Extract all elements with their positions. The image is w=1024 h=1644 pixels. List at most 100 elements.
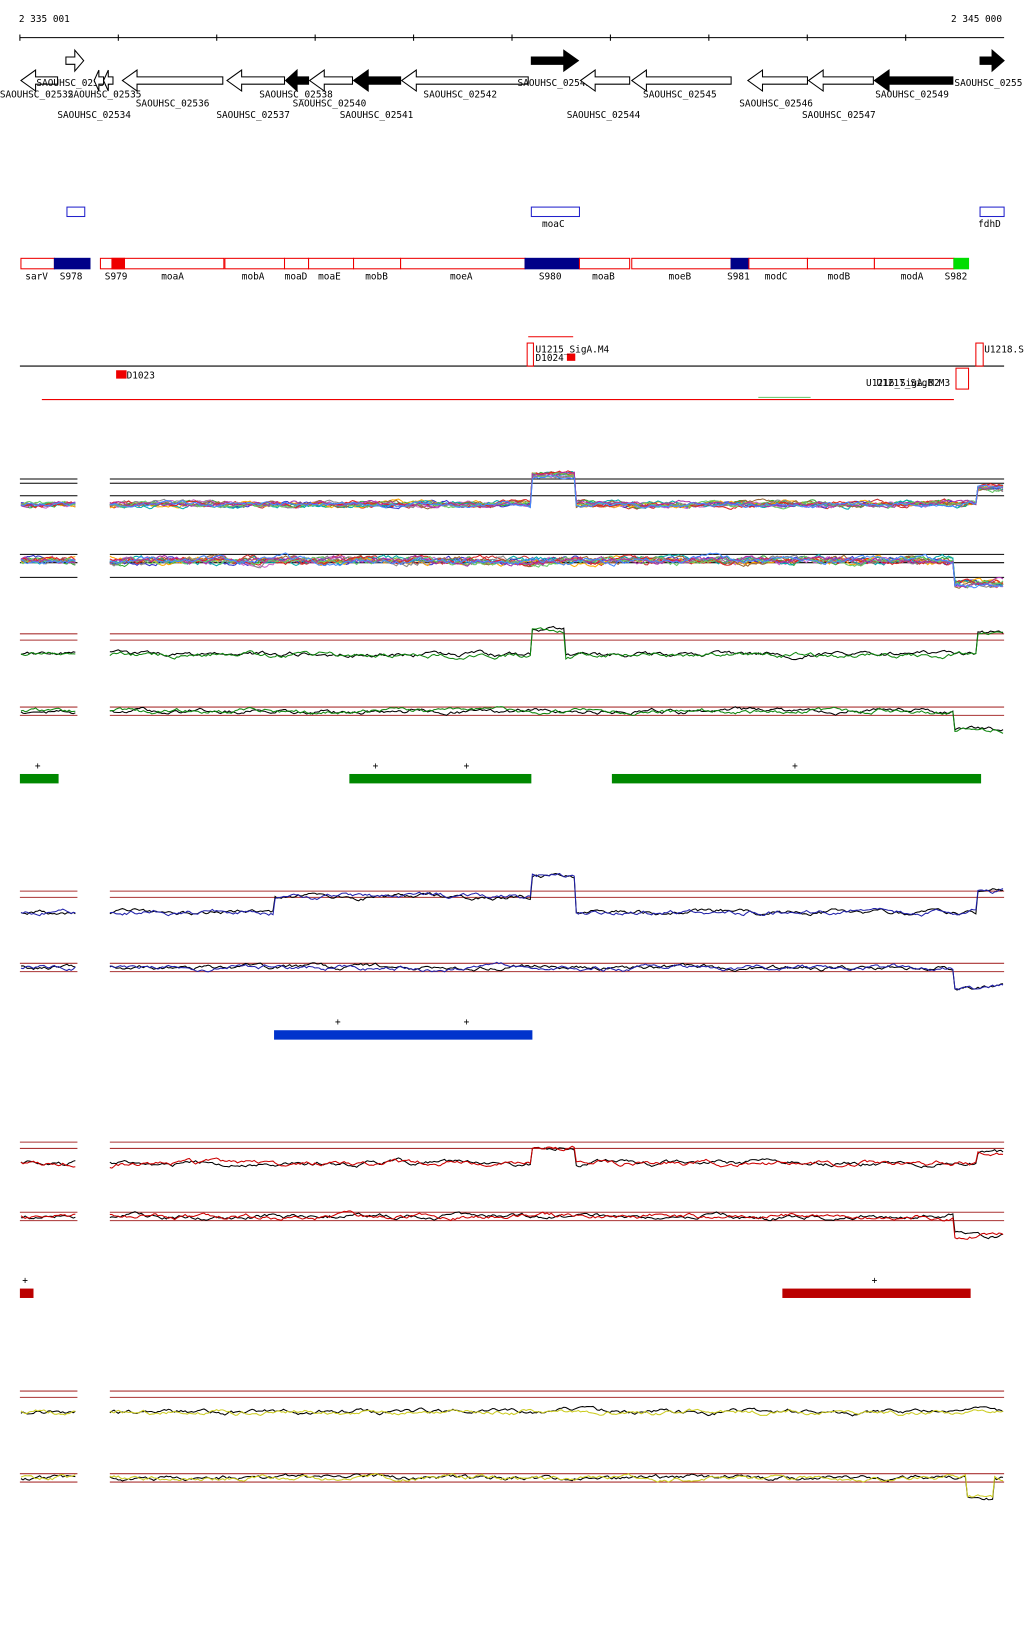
trace bbox=[109, 962, 1004, 991]
gene-arrow bbox=[579, 69, 631, 93]
segment-mark: + bbox=[464, 1017, 470, 1028]
gene-label: SAOUHSC_02541 bbox=[340, 110, 414, 121]
segment-mark: + bbox=[22, 1275, 28, 1286]
region-box bbox=[953, 257, 970, 270]
trace bbox=[109, 1408, 1004, 1417]
segment-bar bbox=[782, 1288, 971, 1298]
trace bbox=[109, 706, 1004, 734]
segment-bar bbox=[349, 773, 532, 784]
trace bbox=[20, 500, 76, 506]
gene-arrow bbox=[979, 49, 1005, 73]
gene-label: SAOUHSC_02542 bbox=[423, 89, 497, 100]
gene-arrow bbox=[226, 69, 286, 93]
region-label: S982 bbox=[945, 271, 968, 282]
tss-mark bbox=[955, 367, 970, 390]
feature-label: moaC bbox=[542, 219, 565, 230]
region-box bbox=[283, 257, 310, 270]
region-box bbox=[353, 257, 402, 270]
gene-label: SAOUHSC_02547 bbox=[802, 110, 876, 121]
segment-bar bbox=[274, 1030, 533, 1040]
region-label: moaB bbox=[592, 271, 615, 282]
region-label: moeB bbox=[669, 271, 692, 282]
trace bbox=[109, 1146, 1004, 1169]
gene-label: SAOUHSC_02544 bbox=[567, 110, 641, 121]
trace bbox=[20, 1160, 76, 1168]
gene-label: SAOUHSC_02536 bbox=[136, 99, 210, 110]
tss-label: D1023 bbox=[127, 371, 155, 382]
tss-mark bbox=[975, 342, 984, 367]
tss-label: U1215_SigA.M4 bbox=[536, 344, 610, 355]
region-label: moaE bbox=[318, 271, 341, 282]
region-box bbox=[631, 257, 732, 270]
region-box bbox=[578, 257, 631, 270]
region-label: modC bbox=[765, 271, 788, 282]
tss-mark bbox=[116, 370, 127, 379]
trace bbox=[20, 502, 76, 507]
region-box bbox=[524, 257, 580, 270]
region-label: S978 bbox=[60, 271, 83, 282]
trace bbox=[109, 1473, 1004, 1498]
tss-label: U1217_SigB.M3 bbox=[877, 378, 951, 389]
trace bbox=[109, 554, 1004, 589]
gene-arrow bbox=[20, 69, 59, 93]
region-box bbox=[111, 257, 126, 270]
region-box bbox=[873, 257, 955, 270]
trace bbox=[20, 707, 76, 713]
region-box bbox=[730, 257, 750, 270]
gene-label: SAOUHSC_02537 bbox=[216, 110, 290, 121]
segment-mark: + bbox=[872, 1275, 878, 1286]
trace bbox=[109, 873, 1004, 917]
gene-label: SAOUHSC_02532 bbox=[0, 89, 73, 100]
trace bbox=[109, 554, 1004, 586]
gene-arrow bbox=[873, 69, 954, 93]
trace bbox=[109, 1145, 1004, 1169]
trace bbox=[109, 552, 1004, 589]
gene-label: SAOUHSC_02534 bbox=[57, 110, 131, 121]
region-box bbox=[20, 257, 55, 270]
gene-arrow bbox=[284, 68, 310, 93]
gene-label: SAOUHSC_02543 bbox=[518, 78, 592, 89]
trace bbox=[109, 627, 1004, 661]
trace bbox=[109, 1210, 1004, 1240]
region-box bbox=[53, 257, 91, 270]
trace bbox=[20, 651, 76, 657]
trace bbox=[109, 1211, 1004, 1240]
gene-arrow bbox=[352, 69, 402, 93]
gene-label: SAOUHSC_02549 bbox=[875, 89, 949, 100]
gene-label: SAOUHSC_02540 bbox=[293, 99, 367, 110]
region-label: modB bbox=[828, 271, 851, 282]
gene-label: SAOUHSC_02545 bbox=[643, 89, 717, 100]
tss-mark bbox=[566, 353, 576, 361]
trace bbox=[109, 555, 1004, 588]
region-label: S981 bbox=[727, 271, 750, 282]
region-box bbox=[400, 257, 526, 270]
gene-arrow bbox=[530, 49, 580, 73]
trace bbox=[20, 709, 76, 715]
region-box bbox=[99, 257, 225, 270]
gene-arrow bbox=[630, 69, 732, 93]
region-label: modA bbox=[901, 271, 924, 282]
segment-mark: + bbox=[464, 761, 470, 772]
trace bbox=[20, 557, 76, 565]
trace bbox=[20, 1410, 76, 1415]
segment-bar bbox=[19, 773, 59, 784]
region-box bbox=[806, 257, 875, 270]
tss-label: D1024 bbox=[536, 353, 565, 364]
region-box bbox=[748, 257, 808, 270]
trace bbox=[20, 964, 76, 972]
segment-bar bbox=[19, 1288, 34, 1298]
region-label: sarV bbox=[25, 271, 48, 282]
gene-arrow bbox=[65, 48, 85, 73]
gene-arrow bbox=[400, 69, 529, 93]
gene-arrow bbox=[746, 69, 808, 93]
gene-label: SAOUHSC_0255 bbox=[954, 78, 1022, 89]
axis-start: 2 335 001 bbox=[19, 14, 70, 25]
region-label: moeA bbox=[450, 271, 473, 282]
feature-box bbox=[66, 206, 86, 218]
gene-label: SAOUHSC_02538 bbox=[259, 89, 333, 100]
region-label: S979 bbox=[105, 271, 128, 282]
gene-label: SAOUHSC_02533 bbox=[36, 78, 110, 89]
tss-label: U1216_SigA.M2 bbox=[866, 378, 940, 389]
segment-mark: + bbox=[792, 761, 798, 772]
